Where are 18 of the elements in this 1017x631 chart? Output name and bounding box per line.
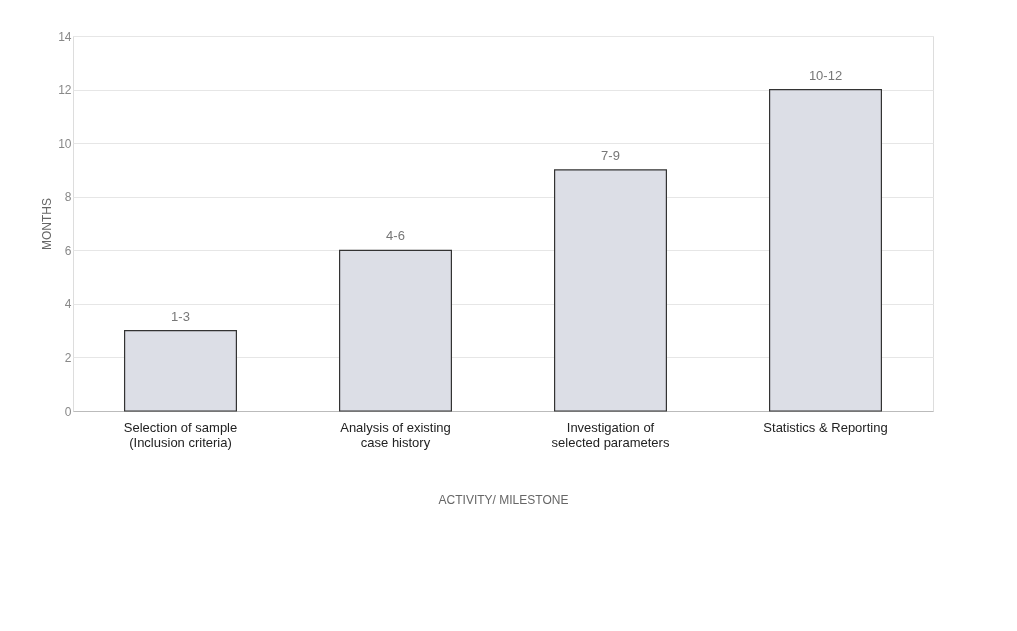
data-label: 7-9 bbox=[601, 147, 620, 163]
y-tick-label: 10 bbox=[58, 136, 72, 151]
y-tick-label: 2 bbox=[64, 350, 72, 365]
x-tick-label: Statistics & Reporting bbox=[763, 419, 888, 435]
x-tick-label: Investigation of selected parameters bbox=[551, 419, 670, 450]
y-tick-label: 6 bbox=[64, 243, 72, 258]
data-label: 4-6 bbox=[386, 228, 405, 244]
y-axis-title: MONTHS bbox=[40, 198, 55, 250]
data-label: 1-3 bbox=[171, 308, 190, 324]
x-tick-label: Analysis of existing case history bbox=[340, 419, 451, 450]
data-label: 10-12 bbox=[808, 67, 843, 83]
y-tick-label: 8 bbox=[64, 190, 72, 205]
y-tick-label: 4 bbox=[64, 297, 72, 312]
y-tick-label: 12 bbox=[58, 83, 72, 98]
x-tick-label: Selection of sample (Inclusion criteria) bbox=[123, 419, 238, 450]
y-tick-label: 0 bbox=[64, 404, 72, 419]
x-axis-title: ACTIVITY/ MILESTONE bbox=[438, 492, 569, 507]
y-tick-label: 14 bbox=[58, 29, 72, 44]
